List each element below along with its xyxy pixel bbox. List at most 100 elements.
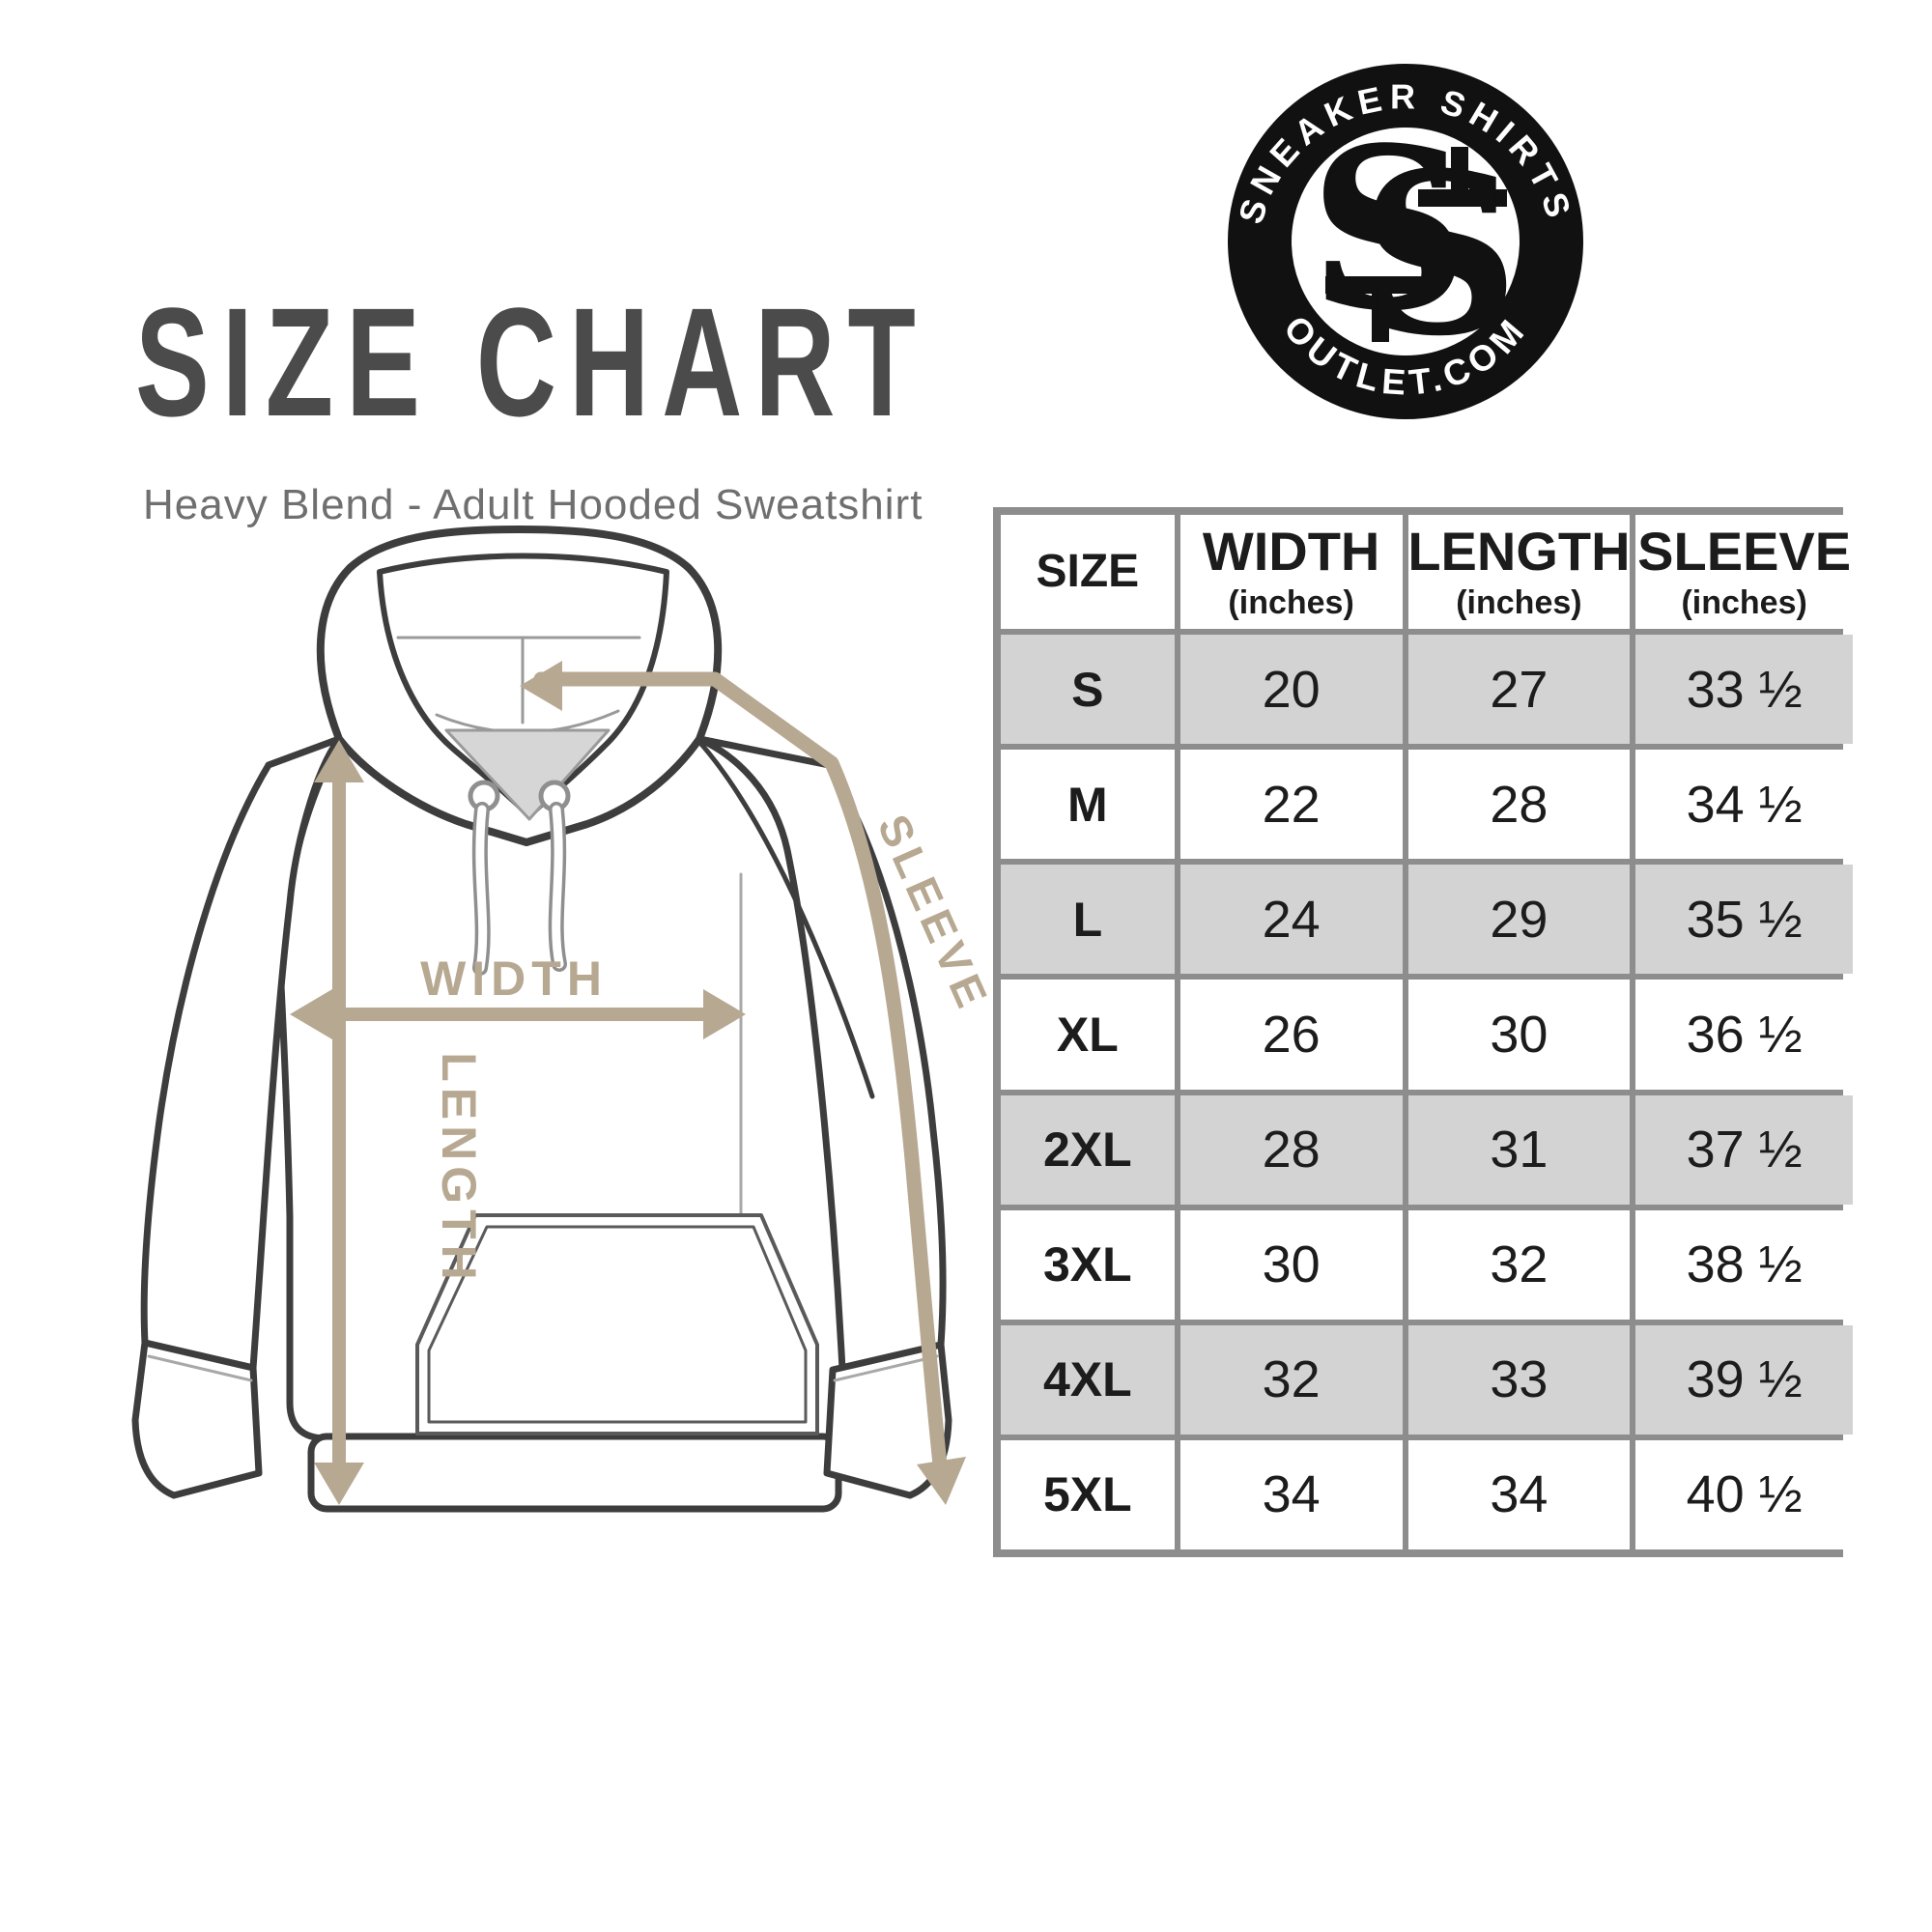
row-M-sleeve-text: 34 ½ xyxy=(1686,775,1803,834)
row-S-size: S xyxy=(1001,635,1175,745)
logo-monogram: S S xyxy=(1309,99,1520,385)
sleeve-arrowhead-start xyxy=(520,661,562,711)
row-4XL-size: 4XL xyxy=(1001,1324,1175,1435)
row-3XL-length: 32 xyxy=(1407,1209,1631,1320)
row-L-width-text: 24 xyxy=(1262,890,1321,949)
row-4XL-length-text: 33 xyxy=(1490,1350,1548,1409)
row-3XL-size: 3XL xyxy=(1001,1209,1175,1320)
row-XL-size: XL xyxy=(1001,980,1175,1090)
row-4XL-length: 33 xyxy=(1407,1324,1631,1435)
row-3XL-width-text: 30 xyxy=(1262,1236,1321,1294)
row-S-length-text: 27 xyxy=(1490,660,1548,719)
page-subtitle: Heavy Blend - Adult Hooded Sweatshirt xyxy=(143,481,923,528)
width-label: WIDTH xyxy=(420,952,608,1006)
row-2XL-size: 2XL xyxy=(1001,1094,1175,1205)
sleeve-arrowhead-end xyxy=(917,1457,966,1505)
row-S-sleeve-text: 33 ½ xyxy=(1686,660,1803,719)
column-header-size: SIZE xyxy=(1001,515,1175,629)
row-L-size-text: L xyxy=(1072,892,1103,947)
kangaroo-pocket-inner xyxy=(427,1225,808,1424)
row-L-sleeve-text: 35 ½ xyxy=(1686,890,1803,949)
row-L-width: 24 xyxy=(1179,865,1403,975)
row-3XL-length-text: 32 xyxy=(1490,1236,1548,1294)
row-5XL-width: 34 xyxy=(1179,1439,1403,1549)
row-2XL-width-text: 28 xyxy=(1262,1121,1321,1179)
row-M-width-text: 22 xyxy=(1262,775,1321,834)
column-header-label: SIZE xyxy=(1036,546,1140,597)
row-5XL-sleeve: 40 ½ xyxy=(1635,1439,1853,1549)
width-arrow-line xyxy=(324,1008,712,1021)
row-4XL-sleeve-text: 39 ½ xyxy=(1686,1350,1803,1409)
length-arrowhead-bottom xyxy=(314,1463,364,1505)
row-M-size-text: M xyxy=(1067,777,1108,832)
column-header-label: WIDTH xyxy=(1202,521,1380,582)
row-4XL-size-text: 4XL xyxy=(1043,1352,1132,1407)
collar-triangle xyxy=(444,728,611,821)
row-3XL-width: 30 xyxy=(1179,1209,1403,1320)
row-4XL-width: 32 xyxy=(1179,1324,1403,1435)
column-header-length: LENGTH (inches) xyxy=(1407,515,1631,629)
row-3XL-sleeve: 38 ½ xyxy=(1635,1209,1853,1320)
row-2XL-length-text: 31 xyxy=(1490,1121,1548,1179)
row-4XL-sleeve: 39 ½ xyxy=(1635,1324,1853,1435)
width-arrowhead-left xyxy=(290,989,332,1039)
drawstrings xyxy=(471,802,567,976)
row-S-sleeve: 33 ½ xyxy=(1635,635,1853,745)
row-5XL-size-text: 5XL xyxy=(1043,1467,1132,1522)
row-L-length-text: 29 xyxy=(1490,890,1548,949)
width-arrowhead-right xyxy=(703,989,746,1039)
row-5XL-size: 5XL xyxy=(1001,1439,1175,1549)
column-header-sleeve: SLEEVE (inches) xyxy=(1635,515,1853,629)
row-2XL-length: 31 xyxy=(1407,1094,1631,1205)
row-XL-width: 26 xyxy=(1179,980,1403,1090)
column-header-label: LENGTH xyxy=(1407,521,1631,582)
row-5XL-sleeve-text: 40 ½ xyxy=(1686,1465,1803,1524)
column-header-label: SLEEVE xyxy=(1637,521,1852,582)
column-header-unit: (inches) xyxy=(1228,584,1354,621)
row-2XL-width: 28 xyxy=(1179,1094,1403,1205)
row-S-length: 27 xyxy=(1407,635,1631,745)
logo-ring xyxy=(1228,64,1583,419)
left-cuff-seam xyxy=(147,1354,253,1382)
row-4XL-width-text: 32 xyxy=(1262,1350,1321,1409)
length-arrowhead-top xyxy=(314,740,364,782)
logo-monogram-s-right: S xyxy=(1359,125,1520,385)
row-3XL-sleeve-text: 38 ½ xyxy=(1686,1236,1803,1294)
length-label: LENGTH xyxy=(432,1052,486,1286)
row-L-length: 29 xyxy=(1407,865,1631,975)
row-3XL-size-text: 3XL xyxy=(1043,1237,1132,1293)
row-L-size: L xyxy=(1001,865,1175,975)
left-cuff xyxy=(131,1339,263,1499)
row-S-width-text: 20 xyxy=(1262,660,1321,719)
row-M-sleeve: 34 ½ xyxy=(1635,750,1853,860)
row-S-size-text: S xyxy=(1071,662,1104,717)
length-arrow-line xyxy=(332,773,346,1473)
row-XL-size-text: XL xyxy=(1056,1007,1119,1062)
sleeve-arrow-line xyxy=(533,671,948,1472)
row-XL-length-text: 30 xyxy=(1490,1005,1548,1064)
row-5XL-length: 34 xyxy=(1407,1439,1631,1549)
row-M-width: 22 xyxy=(1179,750,1403,860)
row-S-width: 20 xyxy=(1179,635,1403,745)
column-header-unit: (inches) xyxy=(1456,584,1582,621)
row-XL-sleeve: 36 ½ xyxy=(1635,980,1853,1090)
column-header-unit: (inches) xyxy=(1681,584,1807,621)
column-header-width: WIDTH (inches) xyxy=(1179,515,1403,629)
row-2XL-sleeve: 37 ½ xyxy=(1635,1094,1853,1205)
row-2XL-sleeve-text: 37 ½ xyxy=(1686,1121,1803,1179)
page-title: SIZE CHART xyxy=(135,275,928,448)
kangaroo-pocket-outer xyxy=(415,1213,819,1435)
logo-monogram-s-left: S xyxy=(1309,99,1469,360)
row-M-length: 28 xyxy=(1407,750,1631,860)
row-M-size: M xyxy=(1001,750,1175,860)
row-M-length-text: 28 xyxy=(1490,775,1548,834)
row-L-sleeve: 35 ½ xyxy=(1635,865,1853,975)
row-5XL-width-text: 34 xyxy=(1262,1465,1321,1524)
size-table: SIZE WIDTH (inches) LENGTH (inches) SLEE… xyxy=(993,507,1853,1557)
brand-logo: SNEAKER SHIRTS OUTLET.COM S S xyxy=(1228,64,1583,419)
row-5XL-length-text: 34 xyxy=(1490,1465,1548,1524)
right-raglan-seam xyxy=(696,739,875,1099)
row-XL-length: 30 xyxy=(1407,980,1631,1090)
